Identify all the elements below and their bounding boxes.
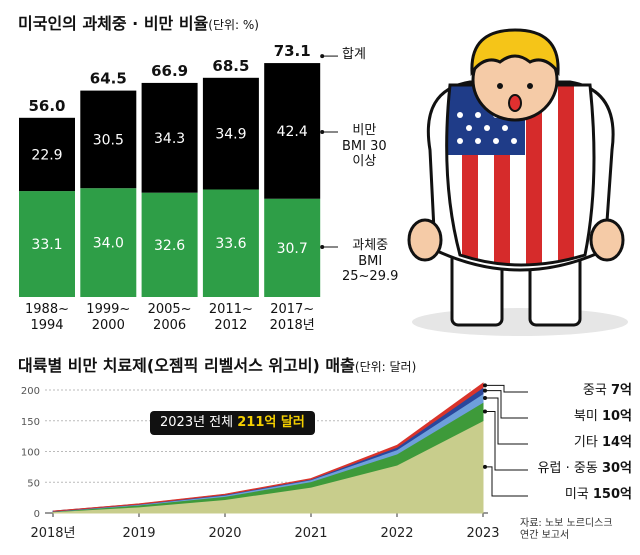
- legend-label: 유럽 · 중동 30억: [538, 461, 632, 477]
- value-label: 30.7: [277, 241, 308, 257]
- value-label: 33.6: [215, 236, 246, 252]
- annotation-highlight: 211억 달러: [237, 415, 305, 430]
- legend-name: 중국: [582, 383, 607, 398]
- x-tick-label: 1999~ 2000: [86, 302, 131, 333]
- value-label: 34.9: [215, 127, 246, 143]
- annotation-text: 2023년 전체: [160, 415, 234, 430]
- chart-title: 미국인의 과체중 · 비만 비율(단위: %): [18, 10, 259, 34]
- legend-value: 10억: [601, 409, 632, 424]
- total-label: 73.1: [274, 42, 311, 60]
- unit: (단위: %): [208, 18, 259, 32]
- unit: (단위: 달러): [354, 360, 417, 374]
- bar-segment: [202, 189, 259, 297]
- legend-label: 미국 150억: [565, 487, 632, 503]
- legend-label: 과체중 BMI 25~29.9: [342, 238, 399, 285]
- chart-title: 대륙별 비만 치료제(오젬픽 리벨서스 위고비) 매출(단위: 달러): [18, 352, 416, 376]
- x-tick-label: 2021: [294, 526, 327, 541]
- x-tick-label: 1988~ 1994: [25, 302, 69, 333]
- y-tick-label: 0: [34, 509, 40, 520]
- value-label: 32.6: [154, 238, 185, 254]
- legend-value: 14억: [601, 435, 632, 450]
- legend-line: [485, 384, 528, 393]
- total-label: 64.5: [90, 70, 127, 88]
- illustration: [407, 28, 628, 336]
- total-label: 66.9: [151, 62, 188, 80]
- bar-segment: [80, 188, 137, 297]
- bar-segment: [141, 192, 198, 297]
- x-tick-label: 2011~ 2012: [208, 302, 253, 333]
- x-tick-label: 2023: [466, 526, 499, 541]
- y-tick-label: 100: [21, 448, 40, 459]
- y-tick-label: 50: [27, 478, 40, 489]
- legend-value: 7억: [610, 383, 632, 398]
- bar-segment: [202, 77, 259, 190]
- total-label: 56.0: [28, 97, 65, 115]
- x-tick-label: 2019: [122, 526, 155, 541]
- legend-line: [485, 466, 528, 497]
- legend-label: 북미 10억: [574, 409, 632, 425]
- y-tick-label: 200: [21, 386, 40, 397]
- x-tick-label: 2022: [380, 526, 413, 541]
- value-label: 42.4: [277, 124, 308, 140]
- title-text: 미국인의 과체중 · 비만 비율: [18, 14, 209, 33]
- legend-label: 합계: [342, 47, 366, 63]
- legend-label: 비만 BMI 30 이상: [342, 123, 387, 170]
- x-tick-label: 2020: [208, 526, 241, 541]
- bar-segment: [80, 90, 137, 189]
- legend-name: 북미: [573, 409, 598, 424]
- value-label: 34.3: [154, 131, 185, 147]
- bar-segment: [264, 198, 321, 297]
- bar-segment: [264, 63, 321, 199]
- legend-line: [485, 411, 528, 471]
- value-label: 30.5: [93, 132, 124, 148]
- total-label: 68.5: [212, 57, 249, 75]
- title-text: 대륙별 비만 치료제(오젬픽 리벨서스 위고비) 매출: [18, 356, 355, 375]
- bar-segment: [19, 117, 75, 192]
- x-tick-label: 2017~ 2018년: [269, 302, 315, 333]
- annotation: 2023년 전체 211억 달러: [150, 411, 315, 435]
- x-tick-label: 2018년: [30, 526, 75, 541]
- x-tick-label: 2005~ 2006: [147, 302, 192, 333]
- value-label: 34.0: [93, 236, 124, 252]
- legend-value: 150억: [592, 487, 632, 502]
- value-label: 33.1: [31, 237, 62, 253]
- y-tick-label: 150: [21, 417, 40, 428]
- value-label: 22.9: [31, 147, 62, 163]
- legend-line: [485, 397, 528, 445]
- legend-label: 기타 14억: [574, 435, 632, 451]
- legend-line: [485, 390, 528, 419]
- legend-value: 30억: [601, 461, 632, 476]
- bar-segment: [19, 191, 75, 297]
- bar-segment: [141, 82, 198, 193]
- legend-name: 유럽 · 중동: [537, 461, 598, 476]
- legend-name: 기타: [573, 435, 598, 450]
- source: 자료: 노보 노르디스크 연간 보고서: [520, 518, 613, 541]
- legend-label: 중국 7억: [583, 383, 632, 399]
- legend-name: 미국: [564, 487, 589, 502]
